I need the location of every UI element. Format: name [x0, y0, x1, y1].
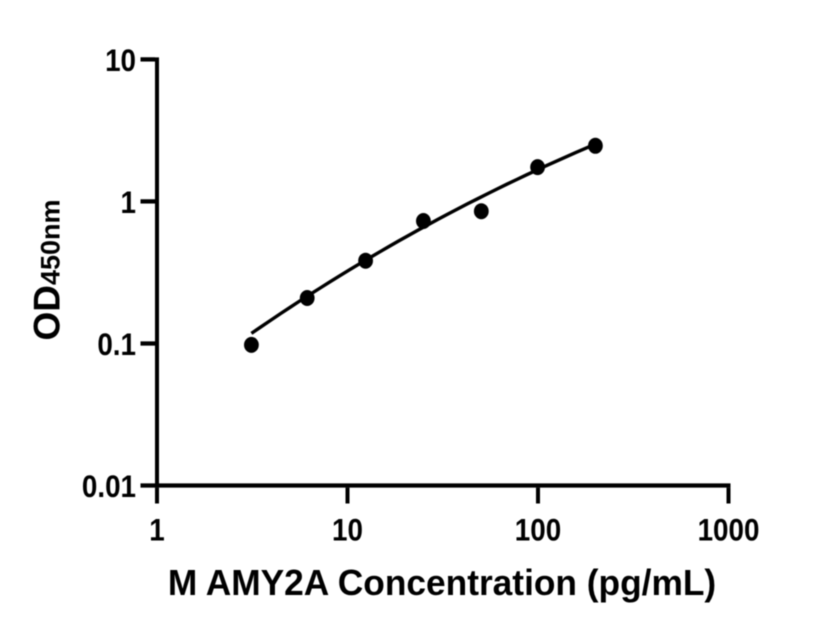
svg-text:100: 100	[515, 513, 561, 548]
svg-text:0.1: 0.1	[97, 327, 136, 362]
svg-text:1: 1	[149, 513, 164, 548]
svg-text:1000: 1000	[698, 513, 760, 548]
svg-text:10: 10	[105, 43, 136, 78]
svg-text:0.01: 0.01	[82, 469, 136, 504]
svg-text:10: 10	[332, 513, 363, 548]
svg-text:1: 1	[121, 185, 136, 220]
svg-text:M AMY2A Concentration (pg/mL): M AMY2A Concentration (pg/mL)	[168, 563, 716, 604]
